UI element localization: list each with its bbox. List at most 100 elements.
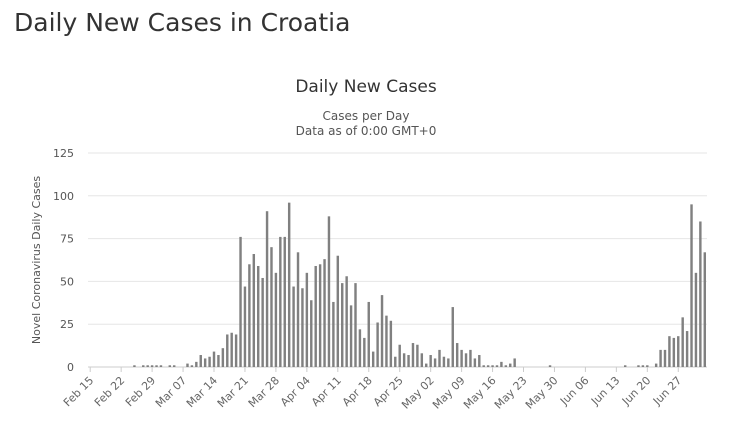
bar[interactable] <box>637 365 640 367</box>
bar[interactable] <box>354 283 357 367</box>
bar[interactable] <box>438 349 441 367</box>
bar[interactable] <box>376 322 379 367</box>
bar[interactable] <box>203 358 207 367</box>
bar[interactable] <box>482 365 485 367</box>
bar[interactable] <box>473 358 477 367</box>
bar[interactable] <box>469 349 472 367</box>
bar[interactable] <box>327 216 331 367</box>
bar[interactable] <box>336 255 340 367</box>
bar[interactable] <box>146 365 149 367</box>
bar[interactable] <box>677 336 680 367</box>
bar[interactable] <box>341 283 344 367</box>
bar[interactable] <box>460 349 463 367</box>
bar[interactable] <box>371 351 375 367</box>
bar[interactable] <box>398 344 401 367</box>
bar[interactable] <box>292 286 295 367</box>
bar[interactable] <box>641 365 645 367</box>
bar[interactable] <box>283 236 286 367</box>
bar[interactable] <box>455 343 459 367</box>
bar[interactable] <box>261 277 264 367</box>
bar[interactable] <box>270 247 273 367</box>
bar[interactable] <box>416 344 419 367</box>
bar[interactable] <box>305 272 309 367</box>
bar[interactable] <box>425 363 428 367</box>
bar[interactable] <box>509 363 512 367</box>
bar[interactable] <box>318 264 322 367</box>
bar[interactable] <box>363 337 366 367</box>
bar[interactable] <box>301 288 304 367</box>
bar[interactable] <box>279 236 282 367</box>
bar[interactable] <box>186 363 189 367</box>
bar[interactable] <box>296 252 300 367</box>
bar[interactable] <box>659 349 662 367</box>
bar[interactable] <box>478 355 481 367</box>
bar[interactable] <box>243 286 247 367</box>
bar[interactable] <box>195 361 198 367</box>
bar[interactable] <box>248 264 251 367</box>
bar[interactable] <box>252 254 256 367</box>
bar[interactable] <box>230 332 233 367</box>
bar[interactable] <box>513 358 516 367</box>
bar[interactable] <box>257 265 260 367</box>
bar[interactable] <box>703 252 706 367</box>
bar[interactable] <box>349 305 353 367</box>
bar[interactable] <box>451 307 454 367</box>
bar[interactable] <box>265 211 269 367</box>
bar[interactable] <box>646 365 649 367</box>
bar[interactable] <box>323 259 326 367</box>
bar[interactable] <box>389 320 393 367</box>
bar[interactable] <box>407 355 410 367</box>
bar[interactable] <box>504 365 508 367</box>
bar[interactable] <box>380 295 384 367</box>
bar[interactable] <box>217 355 220 367</box>
bar[interactable] <box>672 337 676 367</box>
bar[interactable] <box>442 356 446 367</box>
bar[interactable] <box>623 365 627 367</box>
bar[interactable] <box>155 365 158 367</box>
bar[interactable] <box>464 353 468 367</box>
bar[interactable] <box>150 365 154 367</box>
bar[interactable] <box>486 365 490 367</box>
bar[interactable] <box>332 301 335 367</box>
bar[interactable] <box>310 300 313 367</box>
bar[interactable] <box>548 365 552 367</box>
bar[interactable] <box>495 365 499 367</box>
bar[interactable] <box>159 365 163 367</box>
bar[interactable] <box>690 204 693 367</box>
bar[interactable] <box>133 365 136 367</box>
bar[interactable] <box>694 272 698 367</box>
bar[interactable] <box>212 351 216 367</box>
bar[interactable] <box>385 315 388 367</box>
bar[interactable] <box>173 365 176 367</box>
bar[interactable] <box>402 353 406 367</box>
bar[interactable] <box>208 356 211 367</box>
bar[interactable] <box>447 358 450 367</box>
bar[interactable] <box>681 317 684 367</box>
bar[interactable] <box>190 365 194 367</box>
bar[interactable] <box>663 349 667 367</box>
bar[interactable] <box>699 221 702 367</box>
bar[interactable] <box>433 358 437 367</box>
bar[interactable] <box>345 276 348 367</box>
bar[interactable] <box>500 361 503 367</box>
bar[interactable] <box>358 329 362 367</box>
bar[interactable] <box>411 343 415 367</box>
bar[interactable] <box>168 365 172 367</box>
bar[interactable] <box>429 355 432 367</box>
bar[interactable] <box>287 202 291 367</box>
bar[interactable] <box>226 334 229 367</box>
bar[interactable] <box>420 353 424 367</box>
bar[interactable] <box>239 236 242 367</box>
bar[interactable] <box>221 348 225 367</box>
bar[interactable] <box>199 355 202 367</box>
bar[interactable] <box>142 365 145 367</box>
bar[interactable] <box>367 301 370 367</box>
bar[interactable] <box>394 356 397 367</box>
bar[interactable] <box>654 363 658 367</box>
bar[interactable] <box>491 365 494 367</box>
bar[interactable] <box>314 265 317 367</box>
bar[interactable] <box>274 272 278 367</box>
bar[interactable] <box>668 336 671 367</box>
bar[interactable] <box>234 334 238 367</box>
bar[interactable] <box>685 331 689 367</box>
